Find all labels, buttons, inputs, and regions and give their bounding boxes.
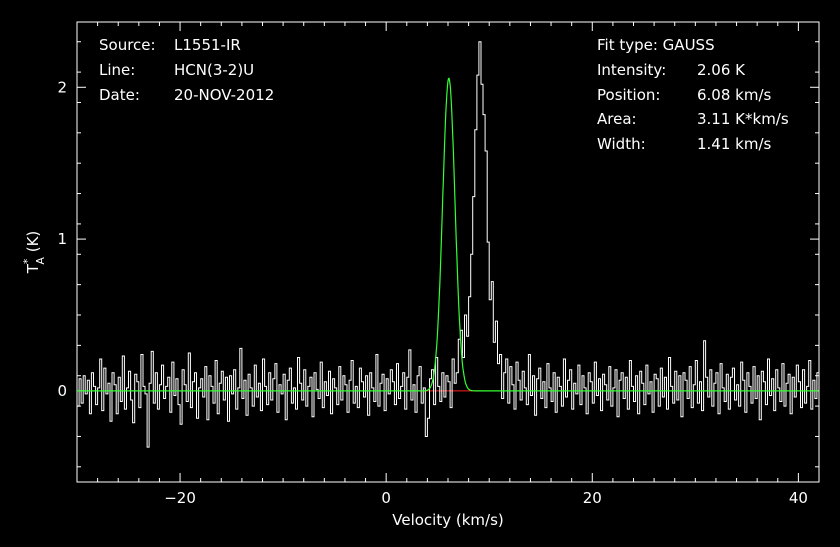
- info-key: Position:: [597, 86, 660, 104]
- info-key: Intensity:: [597, 61, 666, 79]
- info-key: Line:: [99, 61, 135, 79]
- info-key: Width:: [597, 135, 646, 153]
- x-axis-ticks: −20 0 20 40: [76, 22, 820, 507]
- info-key: Source:: [99, 36, 156, 54]
- info-panel-left: Source: L1551-IR Line: HCN(3-2)U Date: 2…: [99, 36, 274, 104]
- x-axis-label: Velocity (km/s): [392, 511, 503, 529]
- x-tick-label: 40: [789, 489, 808, 507]
- x-tick-label: 0: [381, 489, 391, 507]
- info-value: 1.41 km/s: [697, 135, 772, 153]
- y-tick-label: 1: [57, 230, 67, 248]
- fit-type-label: Fit type: GAUSS: [597, 36, 715, 54]
- x-tick-label: −20: [164, 489, 196, 507]
- info-panel-right: Fit type: GAUSS Intensity: 2.06 K Positi…: [597, 36, 789, 153]
- info-value: 2.06 K: [697, 61, 746, 79]
- y-tick-label: 2: [57, 78, 67, 96]
- x-tick-label: 20: [583, 489, 602, 507]
- y-axis-label-unit: (K): [24, 231, 42, 257]
- y-tick-label: 0: [57, 382, 67, 400]
- gaussian-fit-line: [77, 77, 819, 392]
- info-value: 6.08 km/s: [697, 86, 772, 104]
- spectrum-line: [77, 41, 820, 448]
- y-axis-label-sup: *: [21, 258, 34, 264]
- y-axis-label: T*A (K): [21, 231, 47, 275]
- info-key: Area:: [597, 110, 637, 128]
- info-value: L1551-IR: [174, 36, 241, 54]
- info-key: Date:: [99, 86, 140, 104]
- info-value: 20-NOV-2012: [174, 86, 274, 104]
- y-axis-label-main: T: [24, 263, 42, 274]
- y-axis-label-sub: A: [34, 257, 47, 265]
- info-value: 3.11 K*km/s: [697, 110, 789, 128]
- info-value: HCN(3-2)U: [174, 61, 254, 79]
